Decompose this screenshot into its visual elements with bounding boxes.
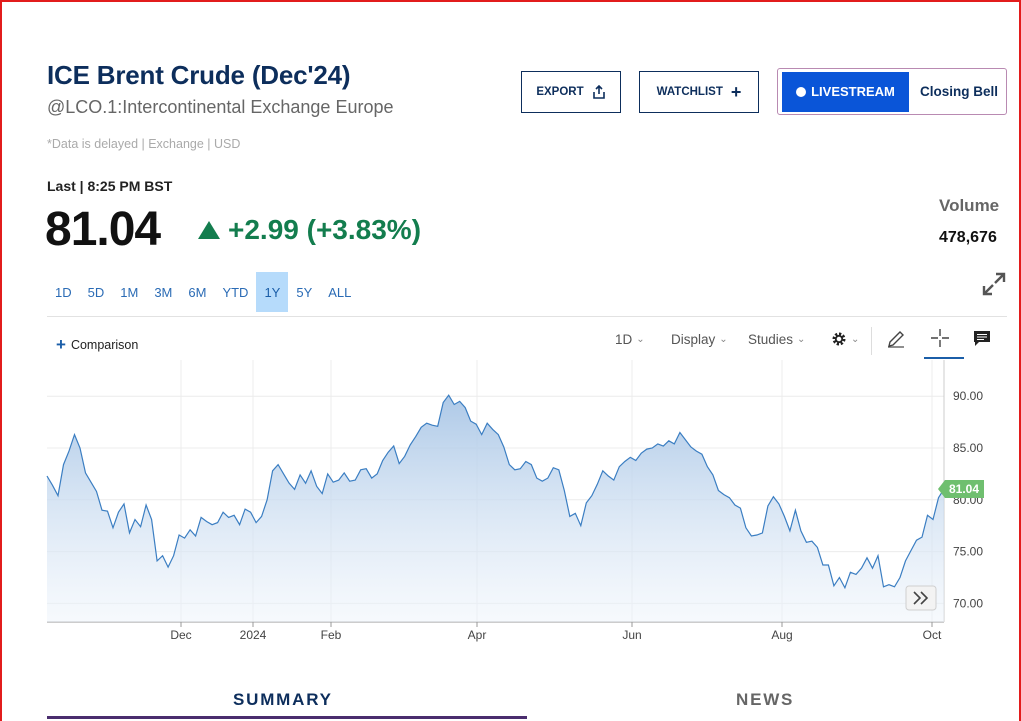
y-tick-label: 85.00 — [953, 441, 983, 455]
x-tick-label: Oct — [923, 628, 942, 642]
expand-icon[interactable] — [981, 271, 1007, 297]
last-price: 81.04 — [45, 203, 161, 256]
range-1m[interactable]: 1M — [120, 284, 139, 300]
live-dot-icon — [796, 86, 807, 97]
toolbar-separator — [871, 327, 872, 355]
chevron-down-icon: ⌄ — [719, 334, 728, 345]
last-trade-time: Last | 8:25 PM BST — [47, 178, 173, 194]
scroll-forward-button[interactable] — [905, 585, 937, 611]
studies-dropdown[interactable]: Studies ⌄ — [748, 332, 805, 347]
comment-icon[interactable] — [973, 330, 991, 347]
price-area — [47, 395, 944, 622]
price-change-value: +2.99 (+3.83%) — [228, 214, 422, 245]
plus-icon: + — [56, 335, 66, 354]
tab-news[interactable]: NEWS — [736, 690, 795, 709]
range-6m[interactable]: 6M — [188, 284, 207, 300]
y-tick-label: 75.00 — [953, 545, 983, 559]
toolbar-divider — [47, 316, 1007, 317]
range-ytd[interactable]: YTD — [222, 284, 249, 300]
range-5d[interactable]: 5D — [87, 284, 105, 300]
x-tick-label: Feb — [321, 628, 342, 642]
active-tab-indicator — [47, 716, 527, 719]
studies-label: Studies — [748, 332, 794, 347]
livestream-button[interactable]: LIVESTREAM — [782, 71, 909, 112]
range-1d[interactable]: 1D — [55, 284, 72, 300]
settings-dropdown[interactable]: ⌄ — [831, 331, 859, 347]
livestream-widget[interactable]: LIVESTREAM Closing Bell — [777, 68, 1007, 115]
x-tick-label: Dec — [170, 628, 191, 642]
live-show-name: Closing Bell — [920, 84, 999, 99]
watchlist-button[interactable]: WATCHLIST + — [639, 71, 759, 113]
last-price-tag-label: 81.04 — [949, 482, 979, 496]
double-chevron-right-icon — [913, 591, 929, 605]
x-tick-label: Aug — [771, 628, 792, 642]
tab-summary[interactable]: SUMMARY — [233, 690, 333, 709]
plus-icon: + — [730, 82, 742, 102]
time-range-selector: 1D 5D 1M 3M 6M YTD 1Y 5Y ALL — [47, 272, 359, 312]
price-change: +2.99 (+3.83%) — [198, 214, 421, 246]
up-arrow-icon — [198, 221, 220, 239]
chevron-down-icon: ⌄ — [636, 334, 645, 345]
x-tick-label: 2024 — [240, 628, 267, 642]
range-3m[interactable]: 3M — [154, 284, 173, 300]
chevron-down-icon: ⌄ — [797, 334, 806, 345]
export-label: EXPORT — [536, 86, 584, 98]
crosshair-icon[interactable] — [930, 328, 950, 348]
page-title: ICE Brent Crude (Dec'24) — [47, 60, 351, 90]
chevron-down-icon: ⌄ — [851, 333, 860, 345]
range-all[interactable]: ALL — [328, 284, 352, 300]
y-tick-label: 70.00 — [953, 596, 983, 610]
data-delayed-note: *Data is delayed | Exchange | USD — [47, 137, 241, 151]
x-tick-label: Apr — [468, 628, 487, 642]
watchlist-label: WATCHLIST — [656, 86, 723, 98]
y-tick-label: 90.00 — [953, 389, 983, 403]
export-button[interactable]: EXPORT — [521, 71, 621, 113]
price-line — [46, 394, 945, 590]
range-5y[interactable]: 5Y — [296, 284, 313, 300]
display-label: Display — [671, 332, 716, 347]
comparison-button[interactable]: + Comparison — [56, 335, 138, 355]
display-dropdown[interactable]: Display ⌄ — [671, 332, 728, 347]
crosshair-active-indicator — [924, 357, 964, 359]
share-icon — [592, 85, 605, 99]
pencil-icon[interactable] — [886, 329, 906, 349]
volume-value: 478,676 — [939, 229, 997, 246]
range-1y[interactable]: 1Y — [256, 272, 289, 312]
comparison-label: Comparison — [70, 338, 139, 352]
livestream-label: LIVESTREAM — [811, 84, 895, 99]
symbol-label: @LCO.1:Intercontinental Exchange Europe — [47, 97, 394, 117]
interval-dropdown[interactable]: 1D ⌄ — [615, 332, 645, 347]
volume-label: Volume — [939, 196, 1000, 215]
last-price-tag: 81.04 — [938, 480, 984, 499]
interval-label: 1D — [615, 332, 633, 347]
gear-icon — [832, 332, 846, 346]
x-tick-label: Jun — [622, 628, 641, 642]
